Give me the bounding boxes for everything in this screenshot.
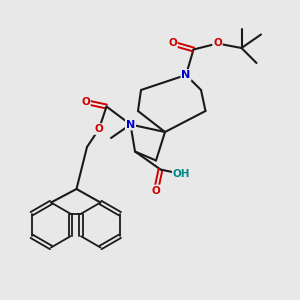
Text: OH: OH [173, 169, 190, 179]
Text: O: O [213, 38, 222, 49]
Text: O: O [168, 38, 177, 49]
Text: N: N [126, 119, 135, 130]
Text: O: O [152, 185, 160, 196]
Text: O: O [94, 124, 103, 134]
Text: N: N [182, 70, 190, 80]
Text: O: O [81, 97, 90, 107]
